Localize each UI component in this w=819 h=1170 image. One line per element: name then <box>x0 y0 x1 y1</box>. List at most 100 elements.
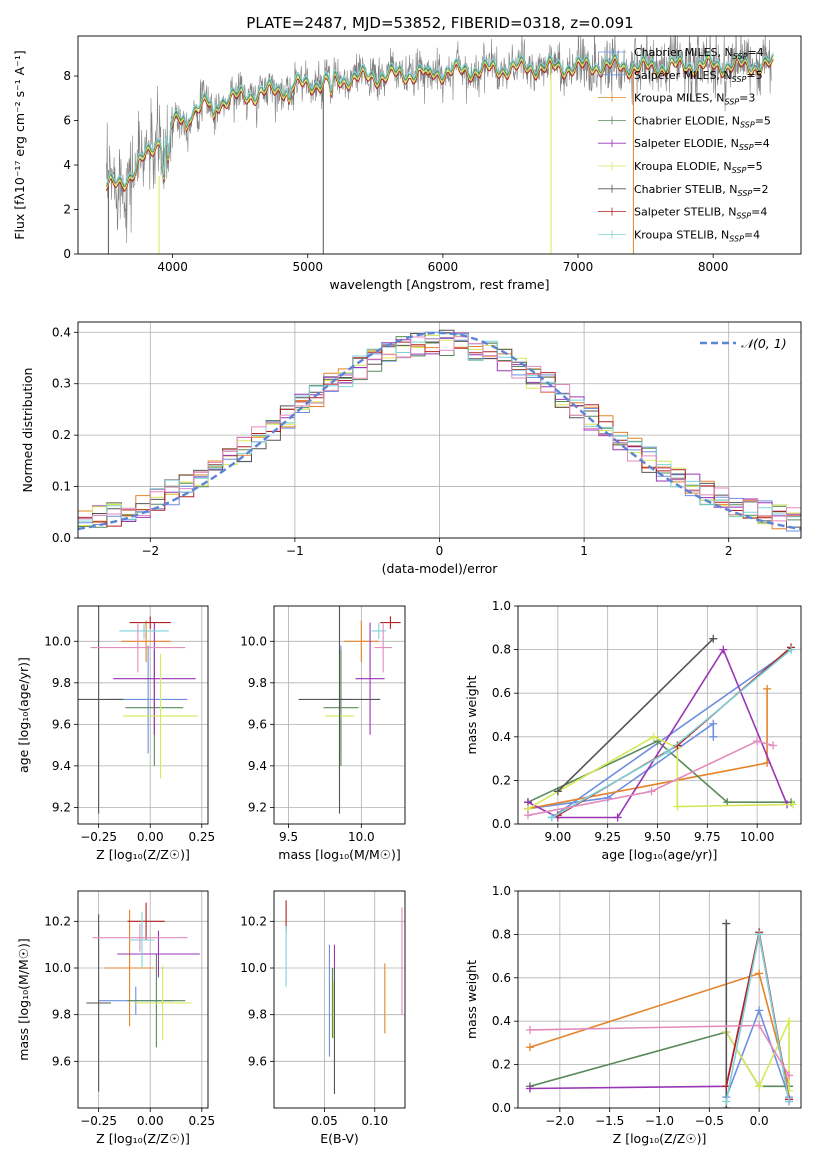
weight-marker <box>785 1071 794 1080</box>
y-tick-label: 6 <box>63 114 71 128</box>
x-tick-label: −1.5 <box>595 1114 624 1128</box>
axes-frame <box>77 605 209 825</box>
x-tick-label: −2.0 <box>545 1114 574 1128</box>
x-tick-label: 1 <box>580 544 588 558</box>
legend-entry: Kroupa MILES, NSSP=3 <box>634 92 755 107</box>
weight-marker <box>785 1017 794 1026</box>
y-tick-label: 1.0 <box>492 884 511 898</box>
y-tick-label: 0.1 <box>52 480 71 494</box>
weight-marker <box>763 684 772 693</box>
weight-marker <box>709 634 718 643</box>
x-tick-label: −1 <box>286 544 304 558</box>
axes-frame <box>77 890 209 1109</box>
weight-marker <box>719 645 728 654</box>
plot-area <box>274 891 405 1108</box>
x-tick-label: 8000 <box>698 260 729 274</box>
weight-marker <box>525 1043 534 1052</box>
weight-marker <box>649 732 658 741</box>
y-tick-label: 9.4 <box>52 759 71 773</box>
y-tick-label: 10.0 <box>44 634 71 648</box>
y-tick-label: 9.2 <box>52 800 71 814</box>
model-spectrum-salpeter_stelib <box>105 57 774 192</box>
weight-marker <box>755 1006 764 1015</box>
x-tick-label: 6000 <box>428 260 459 274</box>
x-tick-label: 7000 <box>563 260 594 274</box>
axes-frame <box>517 890 802 1109</box>
x-tick-label: 9.75 <box>694 830 721 844</box>
x-tick-label: 0.0 <box>750 1114 769 1128</box>
x-tick-label: −0.25 <box>80 1114 117 1128</box>
weight-marker <box>613 813 622 822</box>
plot-area <box>78 891 208 1108</box>
axes-frame <box>517 605 802 825</box>
legend-entry: Kroupa ELODIE, NSSP=5 <box>634 160 763 175</box>
x-axis-label: wavelength [Angstrom, rest frame] <box>329 277 549 292</box>
weight-marker <box>789 800 798 809</box>
weight-marker <box>755 930 764 939</box>
y-tick-label: 0.3 <box>52 377 71 391</box>
weight-marker <box>722 1097 731 1106</box>
legend-entry: Salpeter STELIB, NSSP=4 <box>634 206 767 221</box>
figure-title: PLATE=2487, MJD=53852, FIBERID=0318, z=0… <box>246 14 633 32</box>
x-axis-label: mass [log₁₀(M/M☉)] <box>278 847 400 862</box>
x-tick-label: 9.5 <box>279 830 298 844</box>
weight-marker <box>523 811 532 820</box>
y-axis-label: Normed distribution <box>20 368 35 493</box>
y-tick-label: 0.0 <box>492 817 511 831</box>
weight-marker <box>722 919 731 928</box>
weight-marker <box>753 737 762 746</box>
legend-entry: Kroupa STELIB, NSSP=4 <box>634 228 760 243</box>
axes-frame <box>273 890 406 1109</box>
panel-age_vs_Z: −0.25 0.00 0.25 9.2 9.4 9.6 9.8 10.0 Z [log₁₀(Z/… <box>16 605 215 862</box>
y-tick-label: 9.8 <box>52 1008 71 1022</box>
x-tick-label: 9.25 <box>594 830 621 844</box>
weight-marker <box>755 969 764 978</box>
y-tick-label: 4 <box>63 158 71 172</box>
x-axis-label: age [log₁₀(age/yr)] <box>602 847 718 862</box>
weight-marker <box>755 1021 764 1030</box>
y-axis-label: age [log₁₀(age/yr)] <box>16 657 31 773</box>
x-axis-label: Z [log₁₀(Z/Z☉)] <box>96 847 190 862</box>
x-tick-label: 4000 <box>157 260 188 274</box>
y-tick-label: 1.0 <box>492 599 511 613</box>
weight-marker <box>525 1084 534 1093</box>
weight-series-pink <box>527 740 774 817</box>
y-tick-label: 0.4 <box>52 325 71 339</box>
weight-series-chabrier_miles <box>527 722 715 810</box>
weight-marker <box>525 1025 534 1034</box>
x-tick-label: 0.00 <box>137 1114 164 1128</box>
y-tick-label: 9.4 <box>248 759 267 773</box>
plot-area <box>78 606 208 824</box>
legend-entry: Chabrier STELIB, NSSP=2 <box>634 183 768 198</box>
plot-area <box>518 606 801 824</box>
y-tick-label: 0.2 <box>492 773 511 787</box>
panel-mass_vs_ebv: 0.05 0.10 9.6 9.8 10.0 10.2 E(B-V) <box>240 890 406 1146</box>
y-tick-label: 10.0 <box>240 961 267 975</box>
legend-entry: Chabrier MILES, NSSP=4 <box>634 46 764 61</box>
x-tick-label: 5000 <box>292 260 323 274</box>
x-tick-label: 9.50 <box>644 830 671 844</box>
x-tick-label: 0 <box>436 544 444 558</box>
observed-spectrum <box>106 36 772 243</box>
legend-entry: Chabrier ELODIE, NSSP=5 <box>634 114 771 129</box>
weight-series-kroupa_stelib <box>725 934 790 1102</box>
histogram-pink <box>78 336 801 522</box>
plot-area <box>78 322 801 538</box>
weight-marker <box>769 741 778 750</box>
y-tick-label: 9.6 <box>248 717 267 731</box>
x-tick-label: 0.05 <box>311 1114 338 1128</box>
weight-marker <box>785 1097 794 1106</box>
weight-marker <box>547 813 556 822</box>
y-tick-label: 2 <box>63 203 71 217</box>
plot-area <box>518 891 801 1108</box>
weight-marker <box>755 1082 764 1091</box>
y-tick-label: 0.8 <box>492 927 511 941</box>
panel-age_vs_mass: 9.5 10.0 9.2 9.4 9.6 9.8 10.0 mass [log₁₀(M/M☉)… <box>240 605 406 862</box>
panel-mass_vs_Z: −0.25 0.00 0.25 9.6 9.8 10.0 10.2 Z [log₁₀(Z/Z☉… <box>16 890 215 1146</box>
axes-frame <box>77 35 802 255</box>
y-axis-label: mass [log₁₀(M/M☉)] <box>16 938 31 1060</box>
axes-frame <box>77 321 802 539</box>
weight-marker <box>673 802 682 811</box>
weight-marker <box>663 748 672 757</box>
